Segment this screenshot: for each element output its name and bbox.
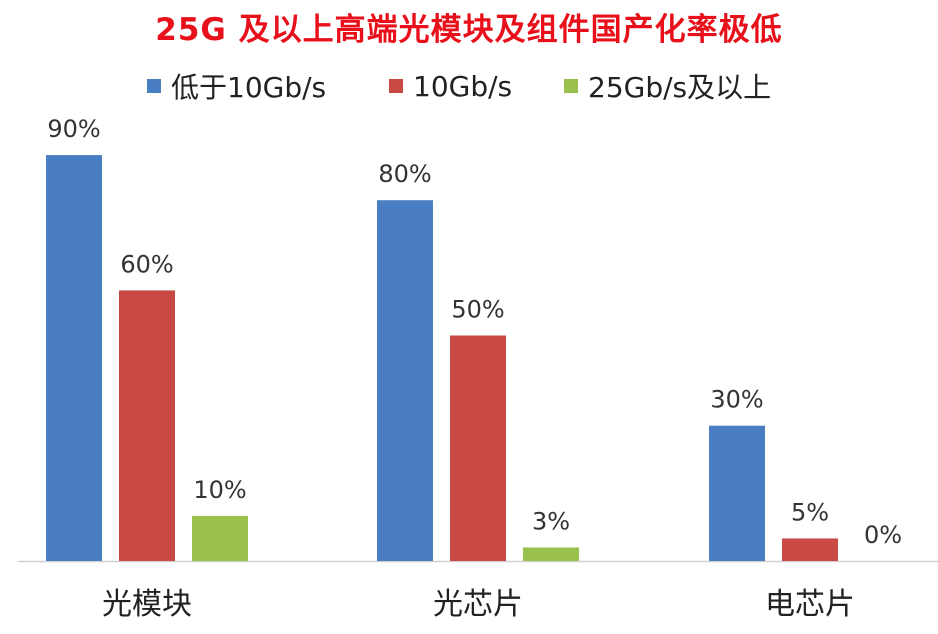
legend-label-series-1: 低于10Gb/s	[171, 71, 327, 104]
category-label-3: 电芯片	[765, 587, 855, 622]
data-label-3-series-1: 30%	[710, 386, 763, 414]
bar-3-series-1	[709, 425, 765, 561]
legend-item-series-1: 低于10Gb/s	[147, 66, 326, 106]
bar-3-series-2	[782, 538, 838, 561]
legend: 低于10Gb/s 10Gb/s 25Gb/s及以上	[0, 66, 938, 106]
bar-1-series-3	[192, 515, 248, 561]
legend-item-series-3: 25Gb/s及以上	[564, 66, 771, 106]
bar-2-series-3	[523, 547, 579, 561]
data-label-3-series-3: 0%	[864, 521, 902, 549]
legend-label-series-3: 25Gb/s及以上	[588, 71, 772, 104]
data-label-3-series-2: 5%	[791, 498, 829, 526]
data-label-2-series-1: 80%	[378, 160, 431, 188]
bar-1-series-1	[46, 155, 102, 561]
legend-item-series-2: 10Gb/s	[389, 66, 512, 106]
bar-2-series-2	[450, 335, 506, 561]
category-label-2: 光芯片	[433, 587, 523, 622]
legend-swatch-series-3	[564, 79, 578, 93]
bar-1-series-2	[119, 290, 175, 561]
data-label-1-series-1: 90%	[47, 115, 100, 143]
data-label-2-series-2: 50%	[451, 296, 504, 324]
chart-title: 25G 及以上高端光模块及组件国产化率极低	[155, 12, 783, 48]
data-label-1-series-2: 60%	[120, 250, 173, 278]
legend-swatch-series-1	[147, 79, 161, 93]
legend-label-series-2: 10Gb/s	[413, 69, 513, 103]
data-label-2-series-3: 3%	[532, 507, 570, 535]
bar-2-series-1	[377, 200, 433, 561]
category-label-1: 光模块	[102, 587, 192, 622]
legend-swatch-series-2	[389, 79, 403, 93]
data-label-1-series-3: 10%	[193, 476, 246, 504]
